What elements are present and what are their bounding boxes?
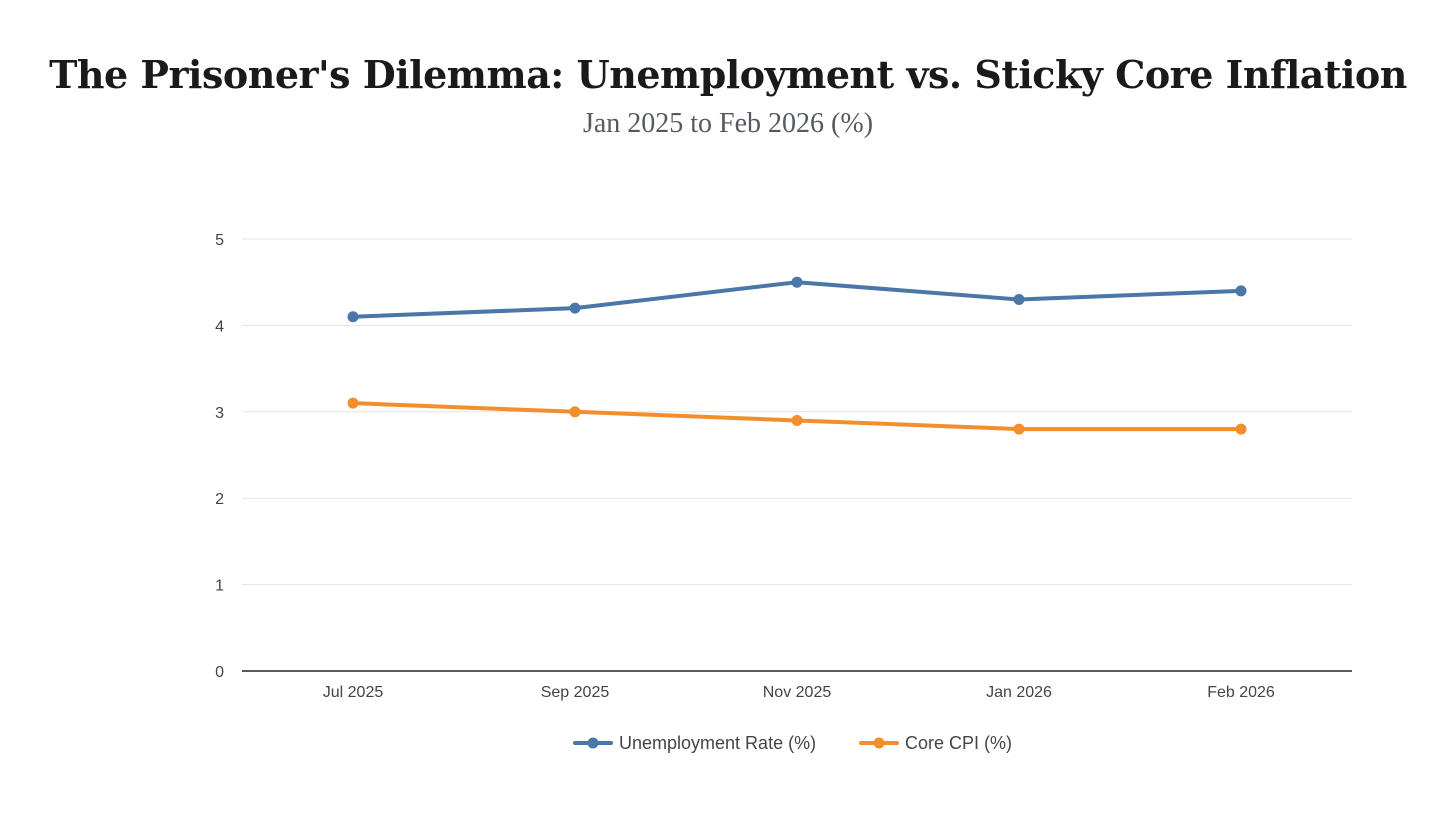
legend-label[interactable]: Unemployment Rate (%): [619, 733, 816, 753]
legend: Unemployment Rate (%) Core CPI (%): [573, 733, 1012, 753]
data-point: [347, 311, 359, 323]
data-point: [347, 397, 359, 409]
data-point: [791, 276, 803, 288]
chart-title: The Prisoner's Dilemma: Unemployment vs.…: [49, 52, 1407, 97]
data-point: [1235, 285, 1247, 297]
y-tick-label: 1: [215, 578, 224, 595]
y-tick-label: 0: [215, 664, 224, 681]
axes: 0 1 2 3 4 5 Jul 2025 Sep 2025 Nov 2025 Jan 2026 Fe…: [215, 232, 1352, 701]
y-tick-label: 3: [215, 405, 224, 422]
data-point: [1013, 423, 1025, 435]
y-tick-label: 5: [215, 232, 224, 249]
x-tick-label: Feb 2026: [1207, 684, 1275, 701]
y-tick-label: 4: [215, 318, 224, 335]
x-tick-label: Sep 2025: [541, 684, 610, 701]
y-tick-label: 2: [215, 491, 224, 508]
x-tick-label: Nov 2025: [763, 684, 832, 701]
x-tick-label: Jul 2025: [323, 684, 384, 701]
data-point: [1013, 293, 1025, 305]
data-point: [791, 414, 803, 426]
gridlines: [242, 238, 1352, 586]
data-point: [1235, 423, 1247, 435]
legend-label[interactable]: Core CPI (%): [905, 733, 1012, 753]
data-point: [569, 302, 581, 314]
legend-swatch-marker: [873, 737, 885, 749]
data-point: [569, 406, 581, 418]
series-lines: [347, 276, 1247, 435]
chart-subtitle: Jan 2025 to Feb 2026 (%): [582, 108, 874, 139]
x-tick-label: Jan 2026: [986, 684, 1052, 701]
legend-swatch-marker: [587, 737, 599, 749]
